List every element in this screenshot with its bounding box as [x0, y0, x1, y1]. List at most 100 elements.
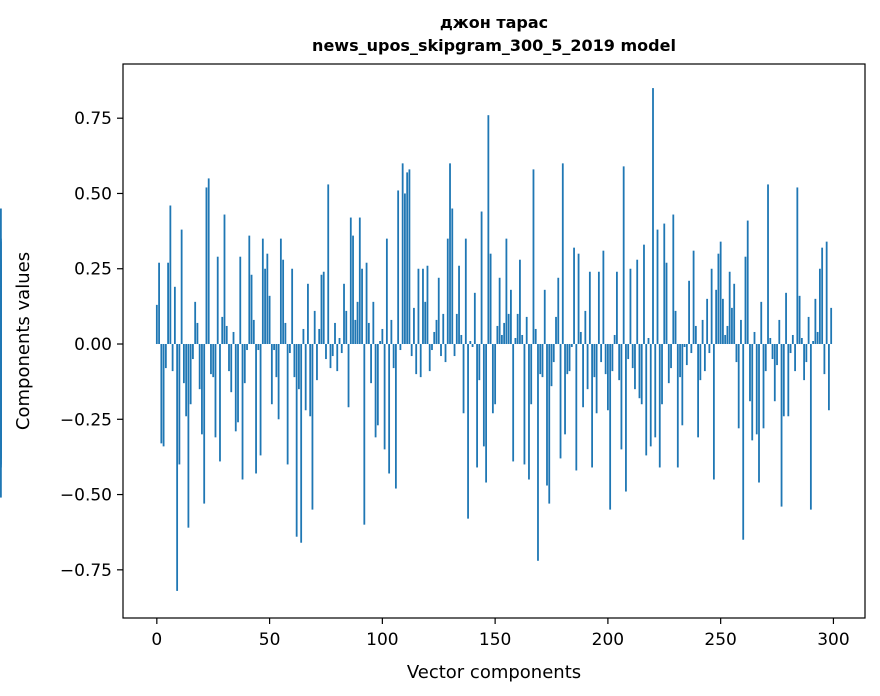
bar-248 [715, 289, 718, 345]
x-tick-label: 150 [479, 630, 511, 650]
bar-120 [426, 265, 429, 345]
bar-27 [216, 256, 219, 345]
y-tick-label: −0.25 [60, 410, 112, 430]
bar-203 [613, 334, 616, 345]
bar-100 [381, 328, 384, 345]
bar-249 [717, 253, 720, 345]
bar-182 [566, 344, 569, 375]
bar-298 [828, 344, 830, 411]
bar-389 [0, 344, 2, 498]
bar-72 [318, 328, 321, 345]
bar-148 [489, 253, 492, 345]
bar-223 [658, 344, 661, 468]
bar-23 [207, 178, 210, 345]
y-tick-label: 0.50 [74, 184, 112, 204]
bar-62 [295, 344, 298, 537]
x-tick-label: 250 [704, 630, 736, 650]
bar-392 [0, 344, 2, 363]
bar-256 [733, 283, 736, 345]
bar-195 [595, 344, 598, 414]
bar-206 [620, 344, 623, 450]
bar-199 [604, 344, 607, 375]
bar-131 [451, 208, 454, 345]
bar-140 [471, 344, 474, 348]
bar-156 [507, 313, 510, 345]
bar-284 [796, 187, 799, 345]
bar-250 [719, 241, 722, 345]
bar-166 [530, 344, 533, 405]
y-axis-label: Components values [13, 252, 34, 430]
bar-276 [778, 319, 781, 345]
bar-78 [331, 344, 334, 357]
bar-151 [496, 325, 499, 345]
bar-293 [816, 331, 819, 345]
bar-240 [697, 344, 699, 438]
bar-85 [347, 344, 350, 408]
bar-246 [710, 268, 713, 345]
bar-15 [189, 344, 192, 405]
bar-194 [593, 344, 596, 378]
bar-234 [683, 344, 686, 348]
bar-216 [643, 244, 645, 345]
bar-121 [428, 344, 431, 372]
bar-86 [349, 217, 352, 345]
bar-90 [358, 217, 361, 345]
bar-257 [735, 344, 738, 363]
bar-161 [519, 259, 521, 345]
bar-219 [649, 344, 652, 447]
bar-76 [327, 184, 330, 345]
bar-110 [404, 193, 406, 345]
bar-207 [622, 166, 625, 345]
bar-217 [645, 344, 648, 456]
bar-152 [498, 277, 501, 345]
bar-230 [674, 310, 677, 345]
bar-53 [275, 344, 278, 378]
bar-258 [737, 344, 740, 429]
bar-19 [198, 344, 201, 390]
bar-252 [724, 334, 727, 345]
bar-8 [173, 286, 176, 345]
bar-17 [194, 301, 197, 345]
bar-10 [178, 344, 181, 465]
bar-286 [800, 337, 803, 345]
y-tick-label: 0.00 [74, 335, 112, 355]
bar-275 [776, 344, 778, 366]
bar-136 [462, 344, 465, 414]
bar-239 [694, 325, 697, 345]
bar-56 [282, 259, 285, 345]
bar-54 [277, 344, 280, 420]
bar-183 [568, 344, 571, 372]
bar-215 [640, 344, 643, 405]
bar-245 [708, 344, 711, 354]
bar-165 [528, 344, 530, 480]
bar-274 [773, 344, 776, 402]
bar-259 [740, 319, 742, 345]
bar-169 [537, 344, 539, 561]
bar-176 [552, 344, 555, 363]
bar-41 [248, 235, 251, 345]
bar-49 [266, 253, 269, 345]
bar-36 [237, 344, 239, 423]
bar-39 [243, 344, 246, 384]
bar-157 [510, 289, 512, 345]
bar-20 [201, 344, 203, 435]
bar-244 [706, 298, 709, 345]
bar-107 [397, 190, 400, 345]
bar-210 [629, 268, 632, 345]
bar-154 [503, 322, 506, 345]
bar-6 [169, 205, 172, 345]
bar-89 [356, 301, 359, 345]
bar-160 [516, 313, 519, 345]
bar-155 [505, 238, 508, 345]
bar-12 [182, 344, 185, 384]
bar-141 [473, 292, 476, 345]
bar-128 [444, 344, 447, 363]
bar-96 [372, 301, 375, 345]
bar-32 [228, 344, 230, 372]
bar-164 [525, 316, 528, 345]
bar-59 [288, 344, 291, 354]
bar-114 [413, 307, 415, 345]
bar-167 [532, 169, 535, 345]
bar-184 [570, 344, 573, 348]
bar-25 [212, 344, 215, 378]
